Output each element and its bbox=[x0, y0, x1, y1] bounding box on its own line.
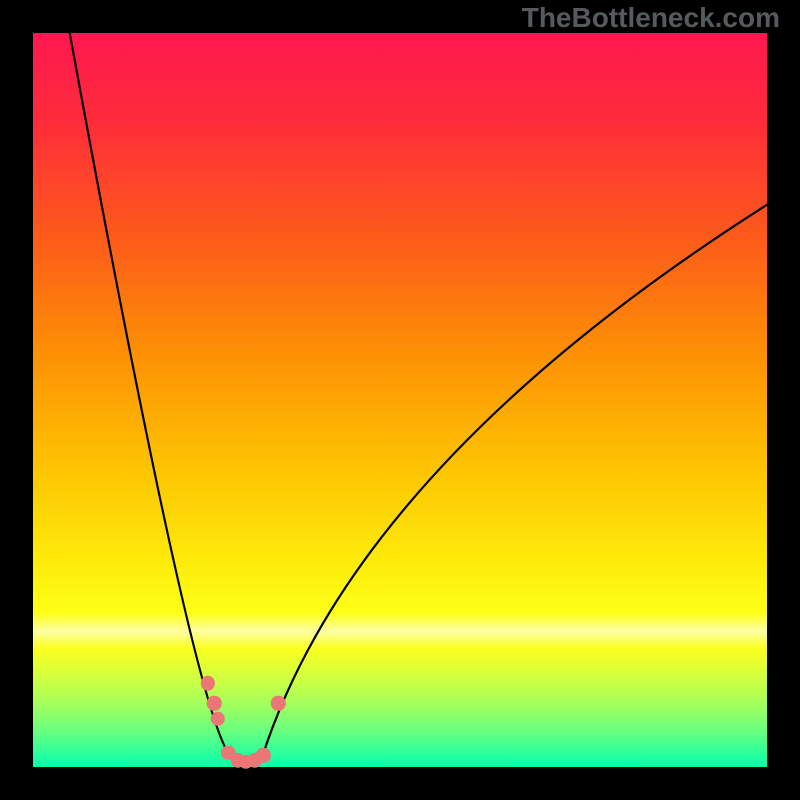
data-marker bbox=[211, 711, 225, 725]
bottleneck-curve bbox=[33, 33, 767, 767]
plot-area bbox=[33, 33, 767, 767]
data-marker bbox=[256, 748, 270, 762]
data-marker bbox=[207, 696, 221, 710]
data-marker bbox=[271, 696, 285, 710]
curve-path bbox=[70, 33, 767, 761]
watermark-site: TheBottleneck.com bbox=[522, 2, 780, 34]
data-marker bbox=[200, 676, 214, 690]
